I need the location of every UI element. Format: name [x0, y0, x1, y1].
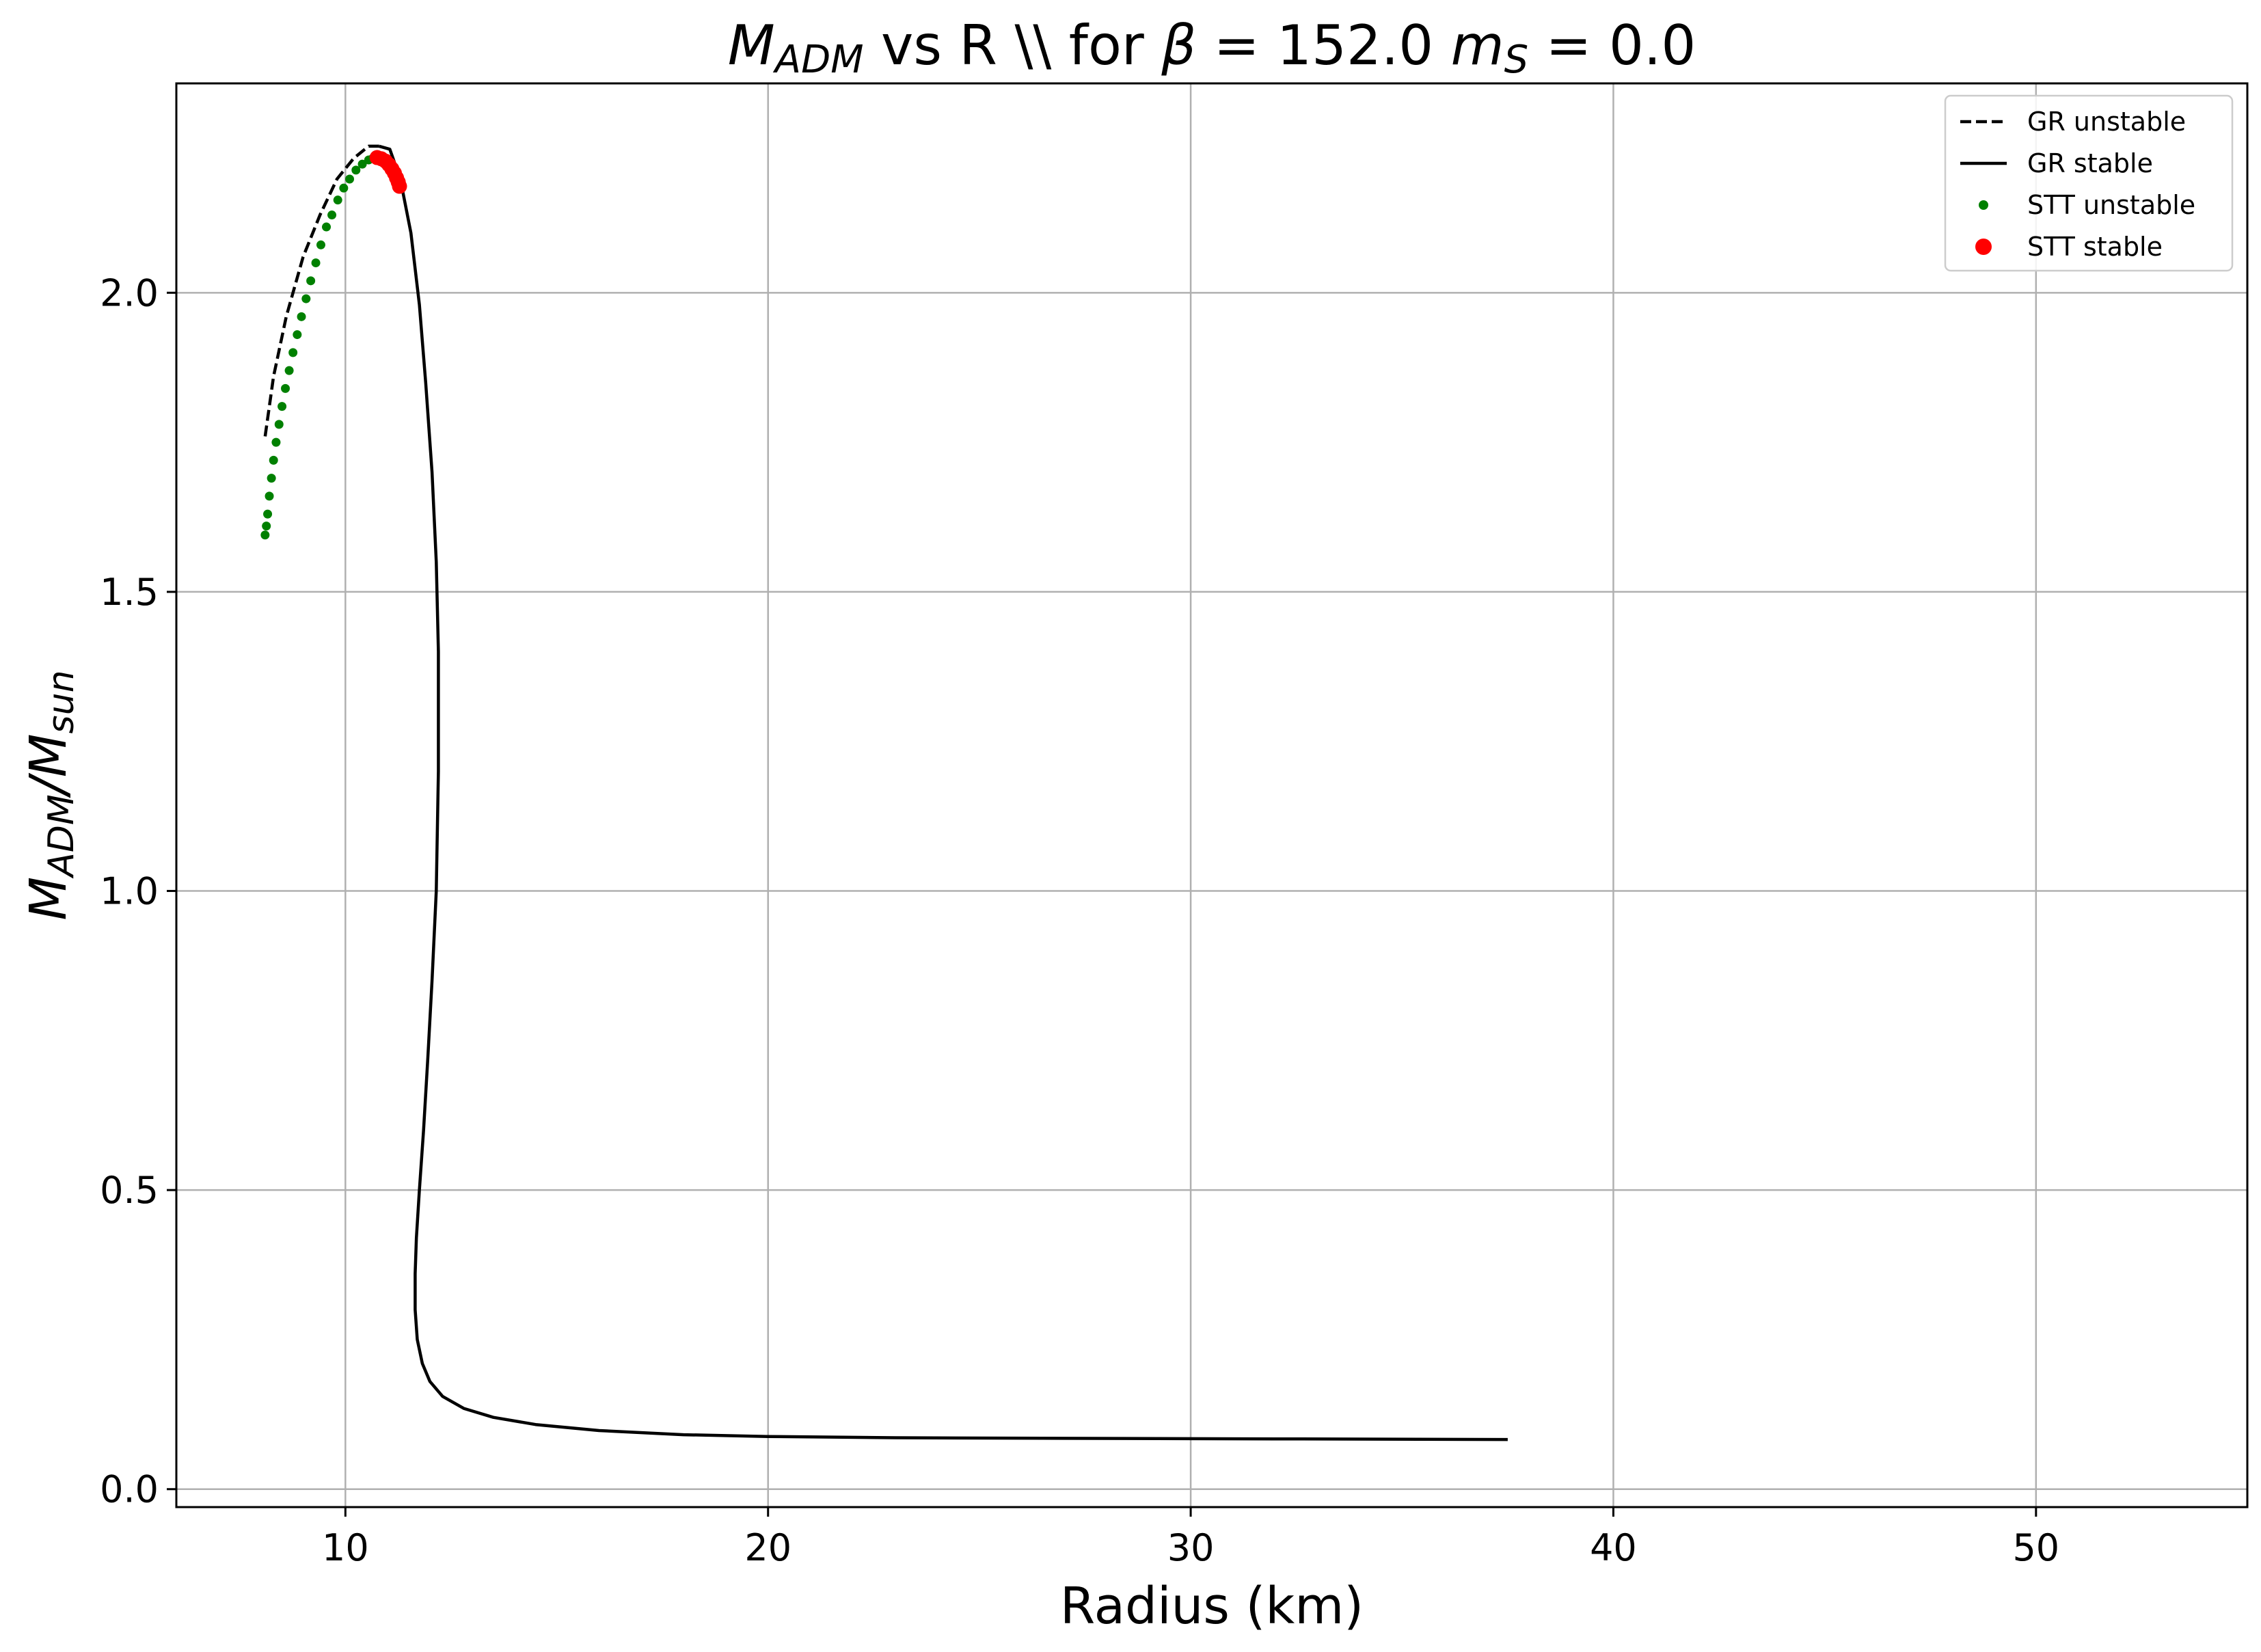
legend-box: [1944, 94, 2234, 272]
y-tick-label: 0.0: [100, 1468, 159, 1511]
axis-ticks: 10 20 30 40 50 0.0 0.5 1.0 1.5 2.0: [100, 271, 2059, 1569]
point-stt-unstable: [301, 294, 311, 303]
point-stt-unstable: [322, 222, 331, 232]
x-tick-label: 50: [2012, 1526, 2059, 1569]
y-tick-label: 2.0: [100, 271, 159, 314]
plot-data: [260, 144, 1508, 1441]
x-tick-label: 30: [1167, 1526, 1215, 1569]
point-stt-unstable: [357, 159, 367, 169]
legend-label-stt-unstable: STT unstable: [2027, 190, 2195, 220]
point-stt-unstable: [311, 258, 321, 268]
legend-label-stt-stable: STT stable: [2027, 232, 2163, 262]
x-tick-label: 40: [1590, 1526, 1637, 1569]
point-stt-unstable: [297, 312, 306, 321]
chart-title: MADM vs R \\ for β = 152.0 mS = 0.0: [728, 14, 1696, 82]
point-stt-unstable: [271, 437, 281, 447]
point-stt-unstable: [306, 276, 316, 286]
series-gr-stable: [379, 144, 1508, 1441]
point-stt-unstable: [316, 240, 325, 249]
point-stt-unstable: [345, 174, 355, 184]
point-stt-unstable: [277, 402, 287, 411]
y-tick-label: 1.0: [100, 870, 159, 913]
point-stt-unstable: [288, 348, 298, 357]
point-stt-unstable: [284, 366, 294, 375]
y-tick-label: 0.5: [100, 1169, 159, 1212]
point-stt-unstable: [281, 383, 290, 393]
point-stt-unstable: [263, 509, 273, 519]
point-stt-unstable: [262, 522, 271, 531]
plot-frame: [175, 82, 2249, 1508]
x-axis-label: Radius (km): [1060, 1577, 1364, 1636]
series-gr-unstable: [263, 144, 379, 437]
point-stt-unstable: [339, 183, 349, 193]
x-tick-label: 20: [744, 1526, 791, 1569]
point-stt-unstable: [327, 211, 337, 220]
point-stt-unstable: [293, 330, 302, 340]
point-stt-unstable: [274, 420, 284, 429]
point-stt-unstable: [265, 491, 274, 501]
y-axis-label: MADM/Msun: [19, 670, 82, 920]
point-stt-stable: [392, 178, 407, 194]
point-stt-unstable: [351, 165, 361, 175]
point-stt-unstable: [269, 455, 278, 465]
x-tick-label: 10: [322, 1526, 369, 1569]
point-stt-unstable: [333, 195, 342, 205]
legend: GR unstable GR stable STT unstable STT stab…: [1944, 94, 2234, 272]
point-stt-unstable: [267, 474, 276, 483]
legend-marker-stt-unstable: [1979, 200, 1988, 210]
grid: [176, 83, 2247, 1507]
legend-label-gr-stable: GR stable: [2027, 148, 2153, 178]
legend-marker-stt-stable: [1975, 239, 1992, 255]
legend-label-gr-unstable: GR unstable: [2027, 107, 2186, 137]
y-tick-label: 1.5: [100, 571, 159, 614]
point-stt-unstable: [260, 530, 270, 540]
